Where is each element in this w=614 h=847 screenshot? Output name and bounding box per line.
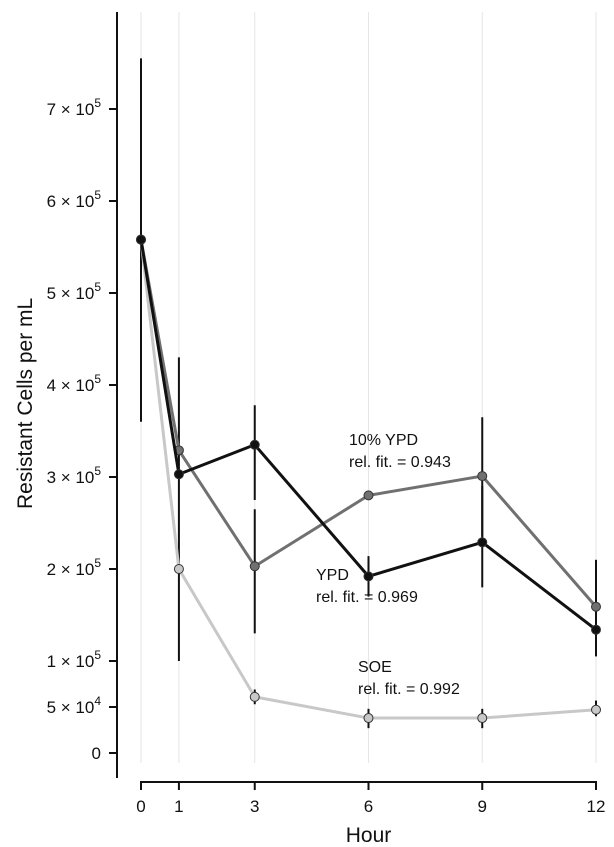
data-point-ypd-1 — [173, 469, 184, 480]
axes-layer: 0 5 × 104 1 × 105 2 × 105 3 × 105 4 × 105 5 × … — [14, 12, 605, 847]
x-tick-label: 6 — [364, 797, 373, 816]
annotation-soe-fitness: rel. fit. = 0.992 — [358, 681, 460, 698]
data-point-10-ypd-3 — [249, 561, 260, 572]
y-tick-label: 7 × 105 — [47, 96, 102, 119]
y-tick-label: 1 × 105 — [47, 648, 102, 671]
series-line-ypd — [139, 239, 597, 631]
y-tick-label: 5 × 105 — [47, 280, 102, 303]
data-point-soe-12 — [591, 704, 601, 715]
y-tick-label: 5 × 104 — [47, 694, 102, 717]
annotation-soe-name: SOE — [358, 659, 392, 676]
series-line-10-ypd — [139, 239, 598, 608]
y-axis-title: Resistant Cells per mL — [14, 298, 37, 509]
x-axis-title: Hour — [346, 824, 392, 847]
data-point-10-ypd-9 — [477, 471, 488, 482]
x-tick-label: 3 — [250, 797, 259, 816]
x-tick-label: 0 — [136, 797, 145, 816]
y-tick-label: 3 × 105 — [47, 464, 102, 487]
data-point-ypd-3 — [249, 439, 260, 450]
annotation-10-ypd-name: 10% YPD — [349, 432, 418, 449]
data-point-ypd-0 — [136, 234, 146, 245]
x-tick-label: 12 — [587, 797, 606, 816]
annotation-ypd-name: YPD — [316, 567, 349, 584]
data-point-soe-6 — [363, 713, 374, 724]
annotation-ypd-fitness: rel. fit. = 0.969 — [316, 589, 418, 606]
data-point-ypd-9 — [477, 537, 488, 548]
data-point-soe-9 — [477, 713, 488, 724]
data-point-10-ypd-6 — [363, 490, 374, 501]
x-tick-label: 1 — [174, 797, 183, 816]
data-point-ypd-6 — [363, 571, 374, 582]
y-tick-label: 6 × 105 — [47, 188, 102, 211]
annotation-10-ypd-fitness: rel. fit. = 0.943 — [349, 454, 451, 471]
label-layer: 10% YPD rel. fit. = 0.943 YPD rel. fit. = 0… — [316, 432, 460, 698]
y-tick-label: 2 × 105 — [47, 556, 102, 579]
data-point-10-ypd-12 — [591, 601, 601, 612]
data-point-ypd-12 — [591, 624, 601, 635]
data-point-soe-3 — [249, 691, 260, 702]
y-tick-label: 0 — [92, 744, 101, 763]
grid-layer — [140, 12, 597, 763]
x-tick-label: 9 — [478, 797, 487, 816]
y-tick-label: 4 × 105 — [47, 372, 102, 395]
series-line-soe — [139, 239, 597, 720]
series-layer — [136, 234, 601, 724]
data-point-soe-1 — [173, 564, 184, 574]
